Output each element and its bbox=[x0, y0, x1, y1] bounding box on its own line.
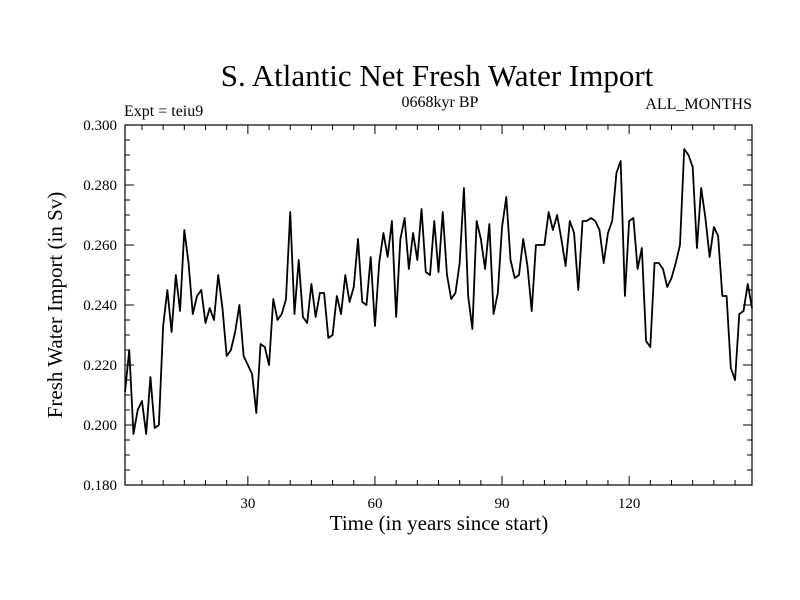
x-axis-label: Time (in years since start) bbox=[330, 511, 549, 535]
period-label: 0668kyr BP bbox=[402, 94, 479, 111]
series-line bbox=[124, 148, 753, 435]
data-series bbox=[124, 148, 753, 435]
x-tick-label: 90 bbox=[495, 496, 510, 512]
months-label: ALL_MONTHS bbox=[645, 96, 752, 113]
y-tick-label: 0.300 bbox=[83, 118, 117, 134]
y-tick-label: 0.200 bbox=[83, 418, 117, 434]
y-axis-label: Fresh Water Import (in Sv) bbox=[43, 192, 67, 419]
x-tick-label: 30 bbox=[240, 496, 255, 512]
experiment-label: Expt = teiu9 bbox=[124, 103, 203, 120]
y-axis: 0.180 0.200 0.220 0.240 0.260 0.280 0.300 bbox=[83, 118, 752, 494]
chart-title: S. Atlantic Net Fresh Water Import bbox=[221, 58, 654, 93]
x-axis: 30 60 90 120 bbox=[141, 125, 736, 512]
plot-area-frame bbox=[124, 124, 753, 486]
x-tick-label: 120 bbox=[618, 496, 641, 512]
y-tick-label: 0.180 bbox=[83, 478, 117, 494]
y-tick-label: 0.260 bbox=[83, 238, 117, 254]
y-tick-label: 0.280 bbox=[83, 178, 117, 194]
y-tick-label: 0.240 bbox=[83, 298, 117, 314]
x-tick-label: 60 bbox=[367, 496, 382, 512]
y-tick-label: 0.220 bbox=[83, 358, 117, 374]
